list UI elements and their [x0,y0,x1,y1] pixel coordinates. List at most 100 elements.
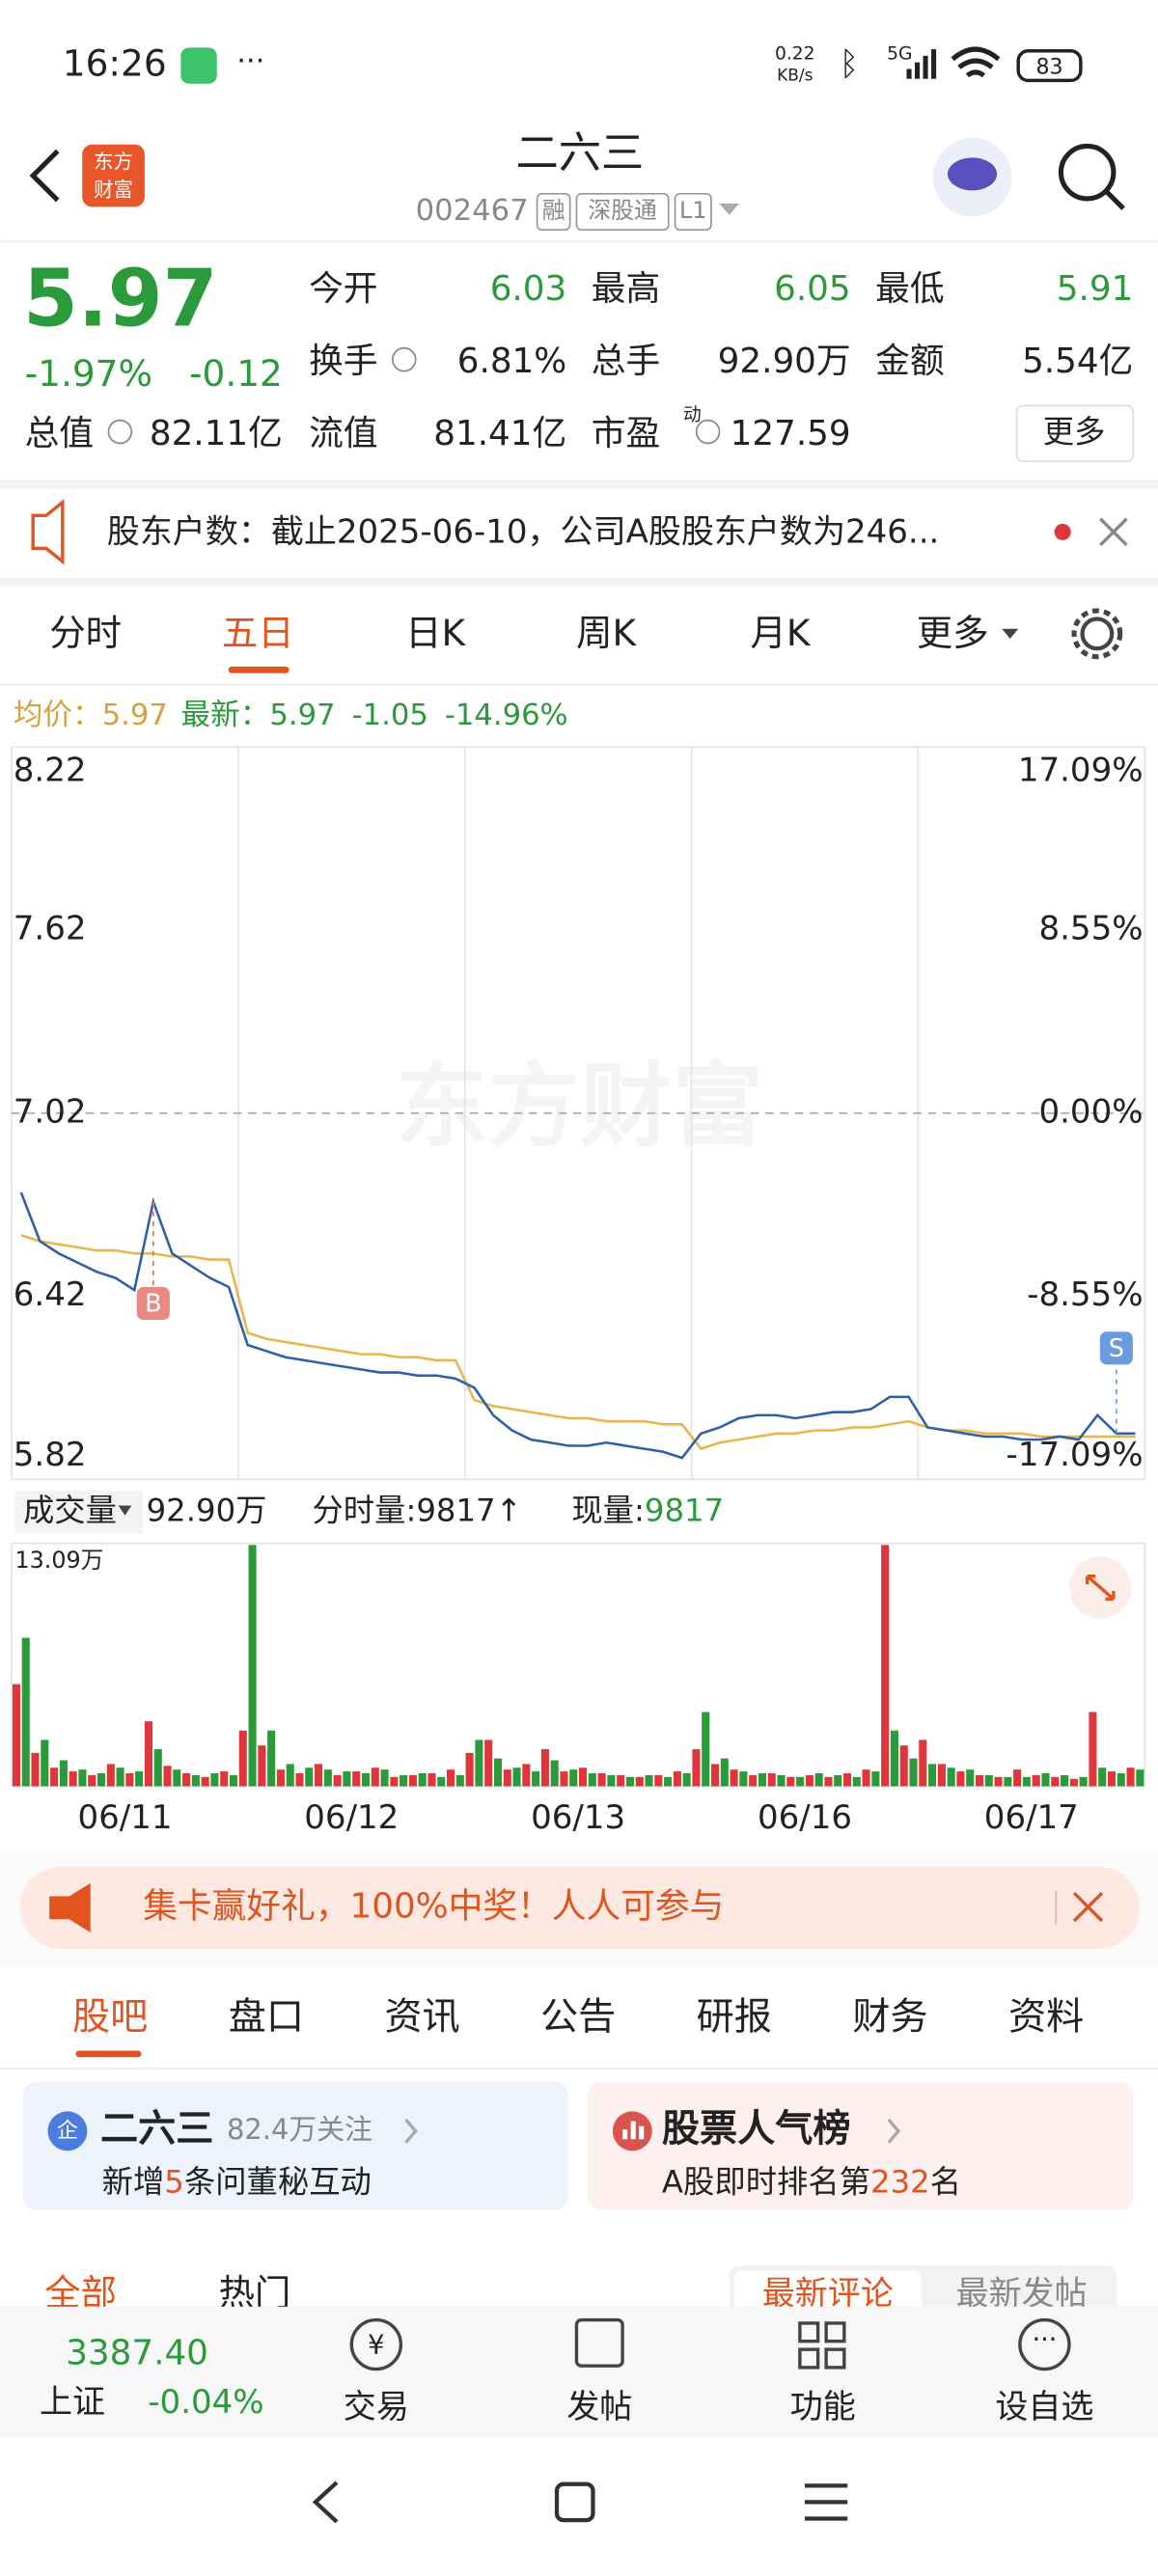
sub-tab-active[interactable]: 全部 [44,2272,117,2315]
volume-bar [305,1768,314,1787]
x-tick-label: 06/17 [984,1798,1079,1837]
index-change: -0.04% [148,2383,263,2422]
legend-change-pct: -14.96% [445,698,568,731]
more-button[interactable] [1015,404,1135,463]
tag: L1 [679,197,706,224]
field-label: 金额 [875,342,944,381]
sys-home[interactable] [554,2481,595,2523]
sub-tab[interactable]: 热门 [218,2272,290,2315]
x-tick-label: 06/12 [304,1798,399,1837]
dropdown[interactable] [719,204,739,215]
volume-bar [1107,1771,1117,1787]
volume-bar [739,1771,748,1787]
watch-icon [1018,2317,1071,2371]
volume-bar [153,1748,162,1787]
field-label: 最高 [592,269,660,309]
sys-menu[interactable] [804,2483,848,2521]
code: 002467 [416,194,529,228]
card-text: 新增 [102,2163,165,2200]
sort-tab-active[interactable]: 最新评论 [762,2275,894,2314]
field-label: 今开 [309,269,377,309]
sort-tab[interactable]: 最新发帖 [956,2275,1088,2314]
volume-bar [786,1776,795,1787]
tag: 深股通 [588,197,657,224]
volume-bar [777,1774,786,1787]
x-tick-label: 06/16 [758,1798,852,1837]
volume-bar [540,1748,549,1787]
notice[interactable]: 股东户数：截止2025-06-10，公司A股股东户数为246... [107,513,940,552]
megaphone [49,1882,91,1932]
promo-close[interactable] [1072,1891,1104,1923]
volume-bar [862,1769,870,1787]
info-icon[interactable] [392,346,417,372]
volume-bar [1022,1776,1031,1787]
legend-change: -1.05 [352,698,428,731]
y2-tick-label: 17.09% [1018,751,1144,789]
volume-bar [730,1769,738,1787]
annotation-text: S [1109,1334,1124,1363]
volume-bar [88,1774,96,1787]
volume-bar [842,1773,852,1787]
info-icon[interactable] [107,419,133,445]
volume-bar [805,1774,813,1787]
legend: 均价：5.97 最新：5.97 -1.05 -14.96% [14,698,568,731]
section-tab[interactable]: 盘口 [229,1996,304,2040]
section-tab[interactable]: 资讯 [384,1996,459,2040]
app-icon [180,47,217,84]
signal [906,49,937,79]
card[interactable] [588,2081,1134,2210]
tag: 融 [542,197,565,224]
tag-box [575,192,670,232]
card-icon-text: 企 [57,2118,78,2143]
volume-bar [201,1776,209,1787]
tab[interactable]: 日K [405,612,466,654]
section-tab-active[interactable]: 股吧 [72,1996,148,2040]
volume-bar [238,1730,247,1787]
search[interactable] [1058,143,1117,202]
volume-bar [125,1773,134,1787]
volume-select[interactable] [14,1491,144,1534]
volume-bar [106,1764,115,1787]
volume-bar [1126,1768,1135,1787]
info-icon[interactable] [695,419,721,445]
volume-bar [418,1773,427,1787]
tab-active[interactable]: 五日 [222,612,294,654]
volume-interval: 分时量:9817↑ [312,1492,521,1528]
volume-bar [1136,1769,1144,1787]
back[interactable] [29,149,60,203]
section-tab[interactable]: 财务 [852,1996,927,2040]
section-tab[interactable]: 研报 [697,1996,772,2040]
volume-bar [323,1769,332,1787]
volume-bar [78,1769,87,1787]
volume-current-value: 9817 [645,1492,724,1528]
volume-bar [50,1768,59,1787]
section-tab[interactable]: 资料 [1008,1996,1084,2040]
index-value[interactable]: 3387.40 [66,2333,208,2372]
nav-item[interactable]: 功能 [790,2388,856,2426]
nav-item[interactable]: 交易 [344,2388,409,2426]
battery [1016,49,1083,83]
section-tab[interactable]: 公告 [540,1996,616,2040]
settings-teeth [1071,608,1123,660]
tab[interactable]: 周K [576,612,637,654]
volume-bar [69,1771,77,1787]
nav-item[interactable]: 设自选 [995,2388,1093,2426]
tab[interactable]: 更多 [917,612,989,654]
sys-back[interactable] [312,2480,339,2524]
volume-bar [645,1774,653,1787]
nav-item[interactable]: 发帖 [566,2388,632,2426]
legend-avg-label: 均价： [14,698,102,731]
change-pct: -1.97% [25,352,152,395]
volume-bar [767,1773,776,1787]
close[interactable] [1099,517,1128,547]
settings[interactable] [1080,617,1115,651]
tab[interactable]: 月K [750,612,811,654]
volume-bar [163,1766,172,1787]
tabs: 分时 五日 日K 周K 月K 更多 [49,612,988,654]
volume-bar [588,1773,596,1787]
tab[interactable]: 分时 [49,612,122,654]
card[interactable] [22,2081,568,2210]
volume-bar [899,1745,908,1787]
promo[interactable] [19,1866,1141,1949]
